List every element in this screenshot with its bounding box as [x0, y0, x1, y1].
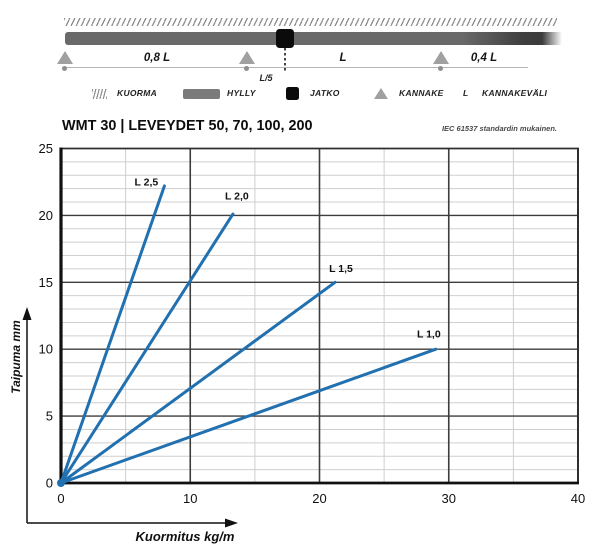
legend-label-kuorma: KUORMA [117, 88, 158, 98]
deflection-chart: 0 5 10 15 20 25 0 10 20 30 40 L 2,5 L 2,0 L 1,5 L 1,0 [22, 141, 585, 528]
series-label: L 2,0 [225, 191, 249, 203]
x-tick-label: 40 [571, 491, 585, 506]
span-label-middle: L [339, 52, 347, 64]
span-dot [62, 66, 67, 71]
load-hatch-icon [64, 18, 557, 26]
span-dot [244, 66, 249, 71]
shelf-bar [65, 32, 562, 45]
legend-label-kannake: KANNAKE [399, 88, 444, 98]
legend-label-hylly: HYLLY [227, 88, 256, 98]
joint-square-icon [276, 29, 294, 48]
joint-swatch-icon [286, 87, 299, 100]
series-label: L 1,0 [417, 329, 441, 341]
origin-marker [57, 479, 65, 487]
x-tick-label: 30 [442, 491, 456, 506]
y-tick-label: 0 [46, 476, 53, 491]
legend-label-jatko: JATKO [310, 88, 340, 98]
span-label-right: 0,4 L [470, 52, 498, 64]
series-line [59, 347, 438, 485]
series-line [59, 280, 337, 485]
y-axis-label: Taipuma mm [9, 320, 23, 394]
y-tick-label: 20 [39, 208, 53, 223]
y-tick-label: 15 [39, 275, 53, 290]
standard-note: IEC 61537 standardin mukainen. [441, 124, 557, 133]
y-tick-label: 25 [39, 141, 53, 156]
x-tick-label: 0 [57, 491, 64, 506]
bracket-triangle-icon [433, 51, 449, 64]
legend-symbol-l: L [463, 88, 469, 98]
span-label-left: 0,8 L [143, 52, 171, 64]
bracket-triangle-icon [239, 51, 255, 64]
y-tick-label: 10 [39, 342, 53, 357]
series-label: L 2,5 [135, 176, 159, 188]
legend-label-kannakevali: KANNAKEVÄLI [482, 88, 548, 98]
y-axis-arrow-icon [22, 307, 32, 320]
x-tick-label: 10 [183, 491, 197, 506]
span-baseline [64, 67, 528, 68]
load-hatch-swatch-icon [92, 89, 107, 99]
x-axis-label: Kuormitus kg/m [135, 529, 235, 544]
bracket-swatch-icon [374, 88, 388, 99]
joint-dashed-line [284, 48, 286, 73]
series-line [59, 212, 235, 485]
shelf-swatch-icon [183, 89, 220, 99]
x-tick-label: 20 [312, 491, 326, 506]
page-title: WMT 30 | LEVEYDET 50, 70, 100, 200 [62, 117, 313, 134]
span-dot [438, 66, 443, 71]
x-axis-arrow-icon [225, 518, 238, 528]
series-label: L 1,5 [329, 263, 353, 275]
span-label-joint: L/5 [259, 73, 273, 83]
y-tick-label: 5 [46, 409, 53, 424]
bracket-triangle-icon [57, 51, 73, 64]
series-line [59, 184, 166, 485]
